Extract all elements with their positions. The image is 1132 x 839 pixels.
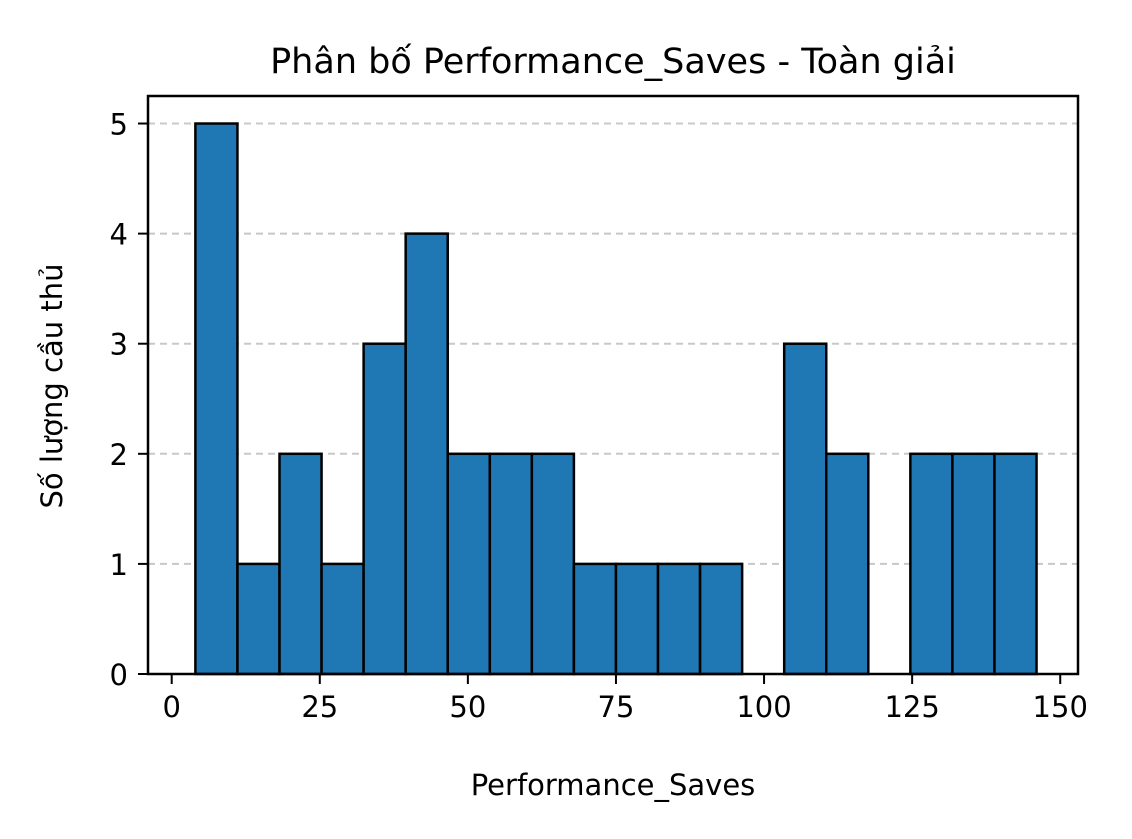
histogram-bar xyxy=(782,342,828,676)
histogram-bar xyxy=(320,562,365,676)
histogram-bar xyxy=(824,452,870,676)
chart-title: Phân bố Performance_Saves - Toàn giải xyxy=(270,42,956,82)
y-tick-label: 3 xyxy=(110,328,128,362)
histogram-bar xyxy=(446,452,492,676)
x-tick-label: 25 xyxy=(301,690,338,724)
histogram-bar xyxy=(530,452,576,676)
plot-frame xyxy=(146,94,1080,676)
bars xyxy=(194,122,1038,676)
y-tick-label: 2 xyxy=(110,438,128,472)
histogram-bar xyxy=(993,452,1038,676)
x-axis-label: Performance_Saves xyxy=(471,768,756,802)
histogram-bar xyxy=(236,562,281,676)
histogram-bar xyxy=(656,562,702,676)
y-axis-label: Số lượng cầu thủ xyxy=(35,264,69,509)
histogram-bar xyxy=(194,122,239,676)
y-tick-label: 1 xyxy=(110,548,128,582)
y-axis-ticks: 0 1 2 3 4 5 xyxy=(110,108,148,692)
x-tick-label: 125 xyxy=(884,690,939,724)
y-tick-label: 4 xyxy=(110,218,128,252)
histogram-bar xyxy=(404,232,449,676)
histogram-bar xyxy=(698,562,744,676)
histogram-bar xyxy=(909,452,954,676)
histogram-bar xyxy=(572,562,618,676)
histogram-bar xyxy=(951,452,996,676)
x-tick-label: 75 xyxy=(598,690,635,724)
x-tick-label: 100 xyxy=(736,690,791,724)
x-tick-label: 50 xyxy=(449,690,486,724)
x-tick-label: 0 xyxy=(162,690,180,724)
y-tick-label: 5 xyxy=(110,108,128,142)
x-tick-label: 150 xyxy=(1033,690,1088,724)
histogram-bar xyxy=(488,452,534,676)
histogram-bar xyxy=(362,342,407,676)
y-tick-label: 0 xyxy=(110,658,128,692)
x-axis-ticks: 0 25 50 75 100 125 150 xyxy=(162,674,1088,724)
histogram-bar xyxy=(614,562,660,676)
histogram-bar xyxy=(278,452,323,676)
